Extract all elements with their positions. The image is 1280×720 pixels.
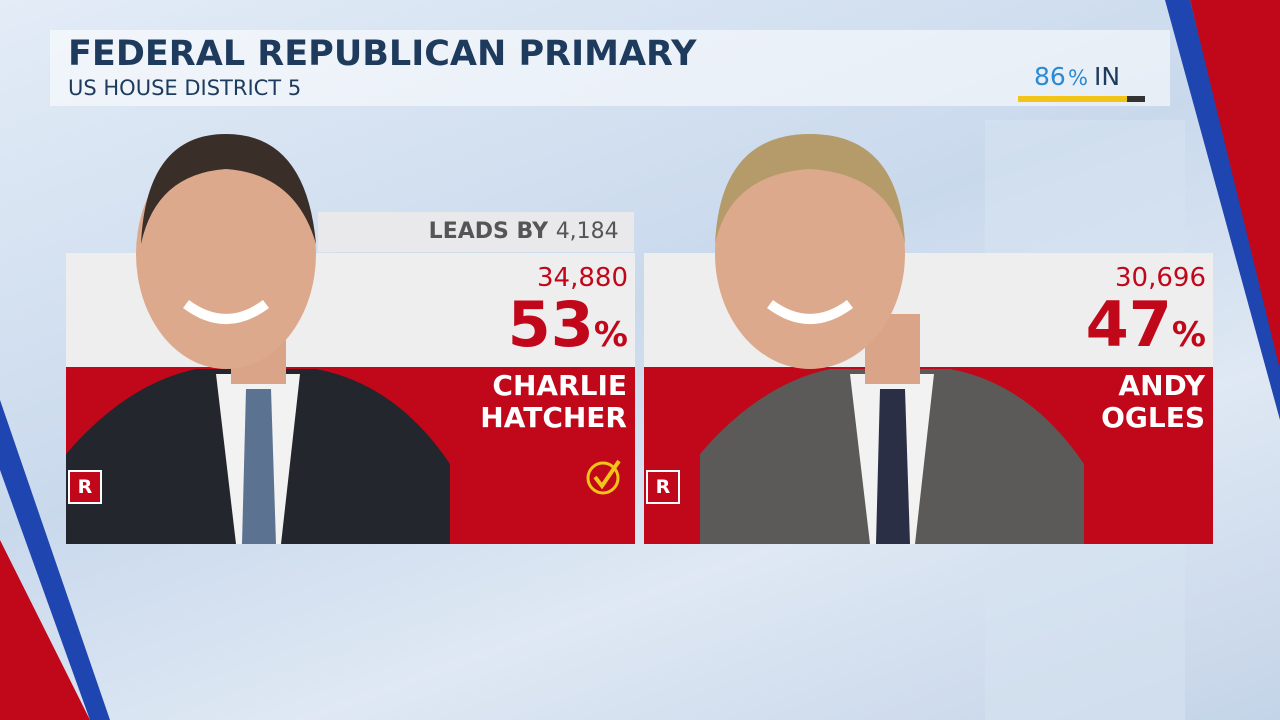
vote-count: 34,880: [537, 263, 628, 293]
candidate-photo: [66, 134, 450, 544]
in-label: IN: [1094, 62, 1121, 91]
percent-in: 86: [1034, 62, 1066, 91]
percent-value: 53: [507, 288, 594, 361]
percent-value: 47: [1085, 288, 1172, 361]
party-badge: R: [68, 470, 102, 504]
lead-margin: 4,184: [555, 219, 619, 244]
title: FEDERAL REPUBLICAN PRIMARY: [68, 34, 697, 74]
subtitle: US HOUSE DISTRICT 5: [68, 76, 302, 100]
last-name: OGLES: [1101, 401, 1205, 434]
lead-label: LEADS BY: [428, 219, 549, 244]
vote-percent: 53%: [428, 288, 628, 361]
progress-fill: [1018, 96, 1128, 102]
lead-box: LEADS BY 4,184: [318, 212, 634, 252]
percent-sign: %: [1171, 315, 1206, 355]
party-badge: R: [646, 470, 680, 504]
vote-count: 30,696: [1115, 263, 1206, 293]
last-name: HATCHER: [480, 401, 627, 434]
percent-sign: %: [1068, 66, 1088, 90]
first-name: ANDY: [1118, 369, 1205, 402]
progress-track: [1018, 96, 1145, 102]
header-band: [50, 30, 1170, 106]
vote-percent: 47%: [1006, 288, 1206, 361]
first-name: CHARLIE: [492, 369, 627, 402]
winner-check: [586, 459, 621, 495]
candidate-photo: [700, 134, 1084, 544]
percent-sign: %: [593, 315, 628, 355]
